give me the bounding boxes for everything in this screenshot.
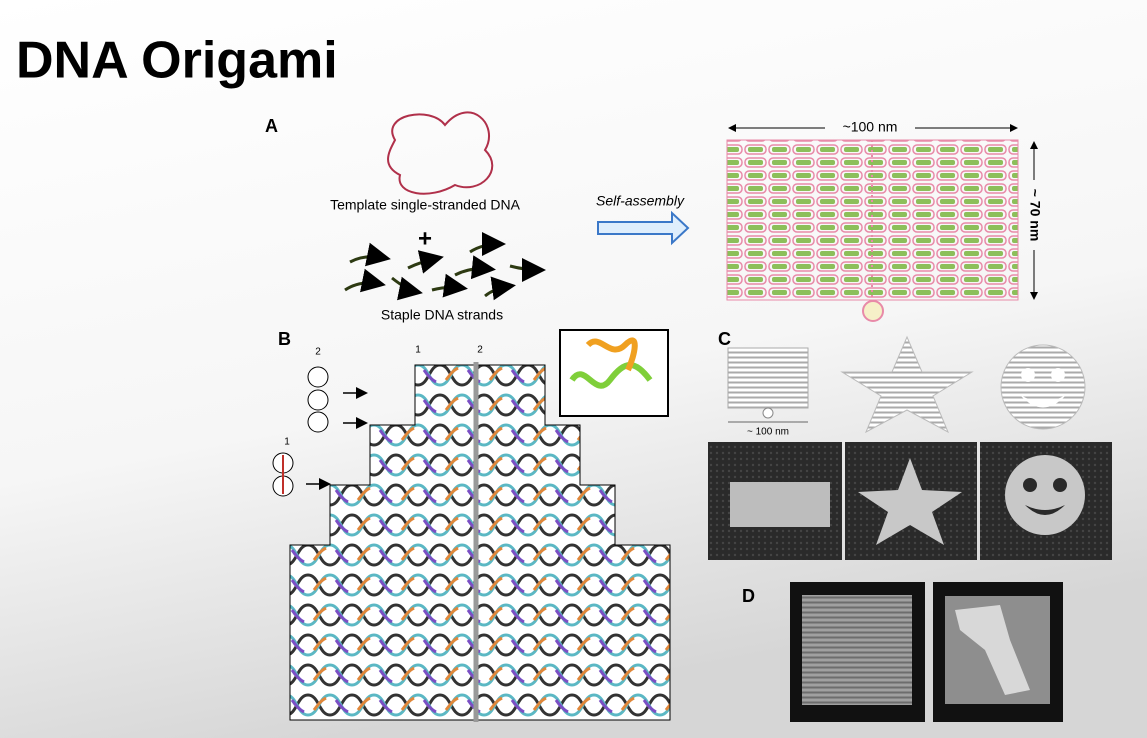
- afm-shape: [730, 482, 830, 527]
- height-label: ~ 70 nm: [1027, 189, 1043, 242]
- smiley-design: [1000, 344, 1086, 430]
- staple-strands: [344, 232, 546, 301]
- width-label: ~100 nm: [843, 119, 898, 135]
- inset-helix: [585, 337, 638, 372]
- panel-label: B: [278, 329, 291, 349]
- slide-title: DNA Origami: [16, 32, 338, 90]
- helix-number: 1: [415, 345, 421, 356]
- template-label: Template single-stranded DNA: [330, 197, 521, 213]
- staples-label: Staple DNA strands: [381, 307, 503, 323]
- assembly-arrow: [597, 210, 690, 246]
- rectangle-design: [727, 347, 809, 409]
- panel-label: D: [742, 586, 755, 606]
- template-strand: [387, 111, 494, 195]
- inset-helix: [569, 362, 653, 389]
- panel-label: A: [265, 116, 278, 136]
- loop: [762, 407, 774, 419]
- panel-label: C: [718, 329, 731, 349]
- loop: [862, 300, 884, 322]
- arrow-label: Self-assembly: [596, 193, 685, 209]
- circle-number: 2: [315, 347, 321, 358]
- afm-map: [955, 605, 1030, 695]
- afm-features: [1023, 478, 1067, 515]
- design-lattice: [802, 595, 912, 705]
- pointer-arrows: [306, 387, 368, 490]
- smiley-features: [1020, 368, 1066, 408]
- afm-shape: [1005, 455, 1085, 535]
- scale-label: ~ 100 nm: [747, 427, 789, 438]
- plus-sign: +: [418, 225, 432, 252]
- helix-pyramid: [289, 364, 671, 721]
- afm-shape: [858, 458, 962, 545]
- star-design: [840, 335, 974, 434]
- circle-number: 1: [284, 437, 290, 448]
- helix-number: 2: [477, 345, 483, 356]
